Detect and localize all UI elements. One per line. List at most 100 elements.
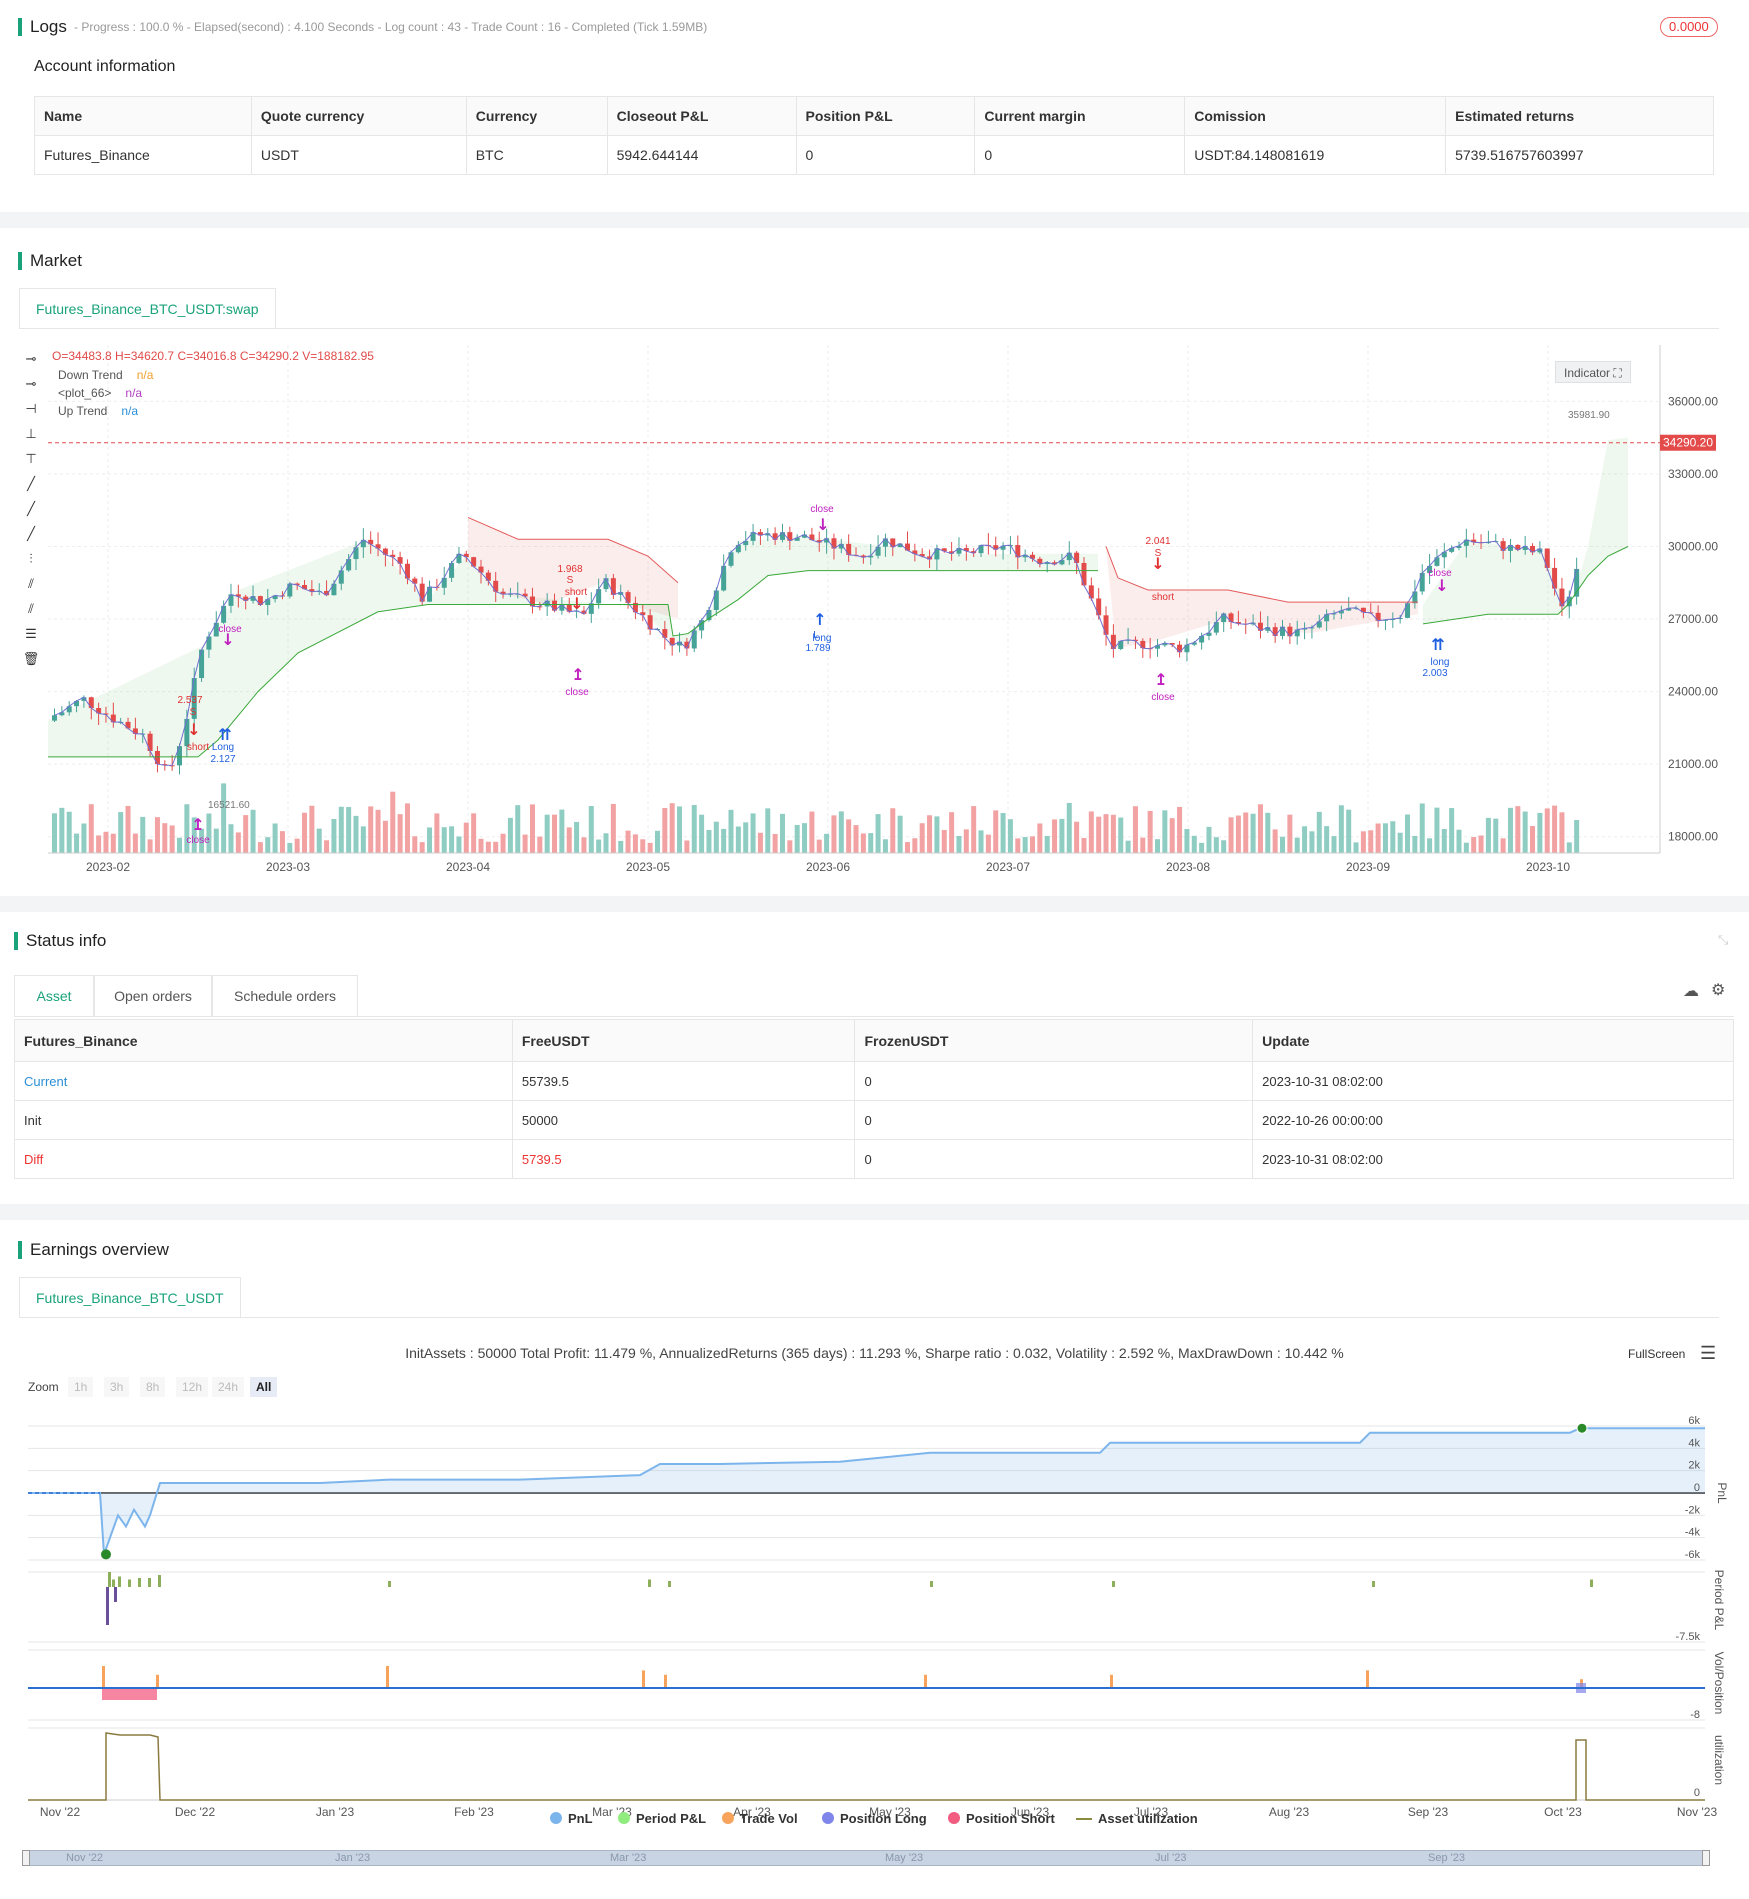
asset-cell: 2023-10-31 08:02:00 <box>1252 1061 1734 1101</box>
indicator-button[interactable]: Indicator ⛶ <box>1555 361 1631 383</box>
navigator-tick: Nov '22 <box>66 1852 103 1864</box>
earnings-chart[interactable]: 6k 4k 2k 0 -2k -4k -6k PnL -7.5k Period P&L -8 Vol/… <box>0 1408 1749 1868</box>
legend-position-short[interactable]: Position Short <box>948 1811 1055 1826</box>
candlestick-chart[interactable]: 2023-02 2023-03 2023-04 2023-05 2023-06 2023-… <box>48 345 1728 885</box>
zoom-all-button[interactable]: All <box>250 1377 278 1397</box>
period-axis-label: Period P&L <box>1712 1570 1726 1631</box>
legend-label: Period P&L <box>636 1811 707 1826</box>
status-tab-schedule-orders[interactable]: Schedule orders <box>212 975 358 1016</box>
account-cell-5: 0 <box>974 135 1186 175</box>
pnl-tick: -6k <box>1685 1549 1701 1561</box>
pnl-tick: -2k <box>1685 1504 1701 1516</box>
pnl-tick: 0 <box>1694 1482 1700 1494</box>
logs-title: Logs <box>18 17 67 36</box>
trade-marker-label: 2.127 <box>210 754 235 765</box>
earnings-x-tick: Dec '22 <box>175 1805 216 1819</box>
expand-icon: ⛶ <box>1613 366 1622 380</box>
parallel-channel-icon[interactable]: ⫽ <box>28 576 34 591</box>
account-header-5: Current margin <box>974 96 1186 136</box>
navigator-tick: Jan '23 <box>335 1852 371 1864</box>
levels-icon[interactable]: ☰ <box>25 626 37 641</box>
channel-icon[interactable]: ⫽ <box>28 601 34 616</box>
earnings-x-tick: Nov '23 <box>1677 1805 1718 1819</box>
zoom-24h-button[interactable]: 24h <box>212 1377 245 1397</box>
legend-item-2: Up Trend n/a <box>58 402 153 420</box>
asset-cell: Diff <box>14 1139 513 1179</box>
cross-line-icon[interactable]: ⊥ <box>25 426 37 441</box>
vertical-line-icon[interactable]: ⊣ <box>25 401 37 416</box>
navigator-handle-right[interactable] <box>1702 1850 1710 1866</box>
y-tick-label: 36000.00 <box>1668 394 1718 408</box>
logs-summary: - Progress : 100.0 % - Elapsed(second) :… <box>74 20 708 34</box>
collapse-icon[interactable]: ⤡ <box>1718 932 1729 947</box>
navigator-handle-left[interactable] <box>22 1850 30 1866</box>
x-tick-label: 2023-03 <box>266 860 310 874</box>
trade-arrow-icon: ↑ <box>813 610 826 629</box>
legend-asset-utilization[interactable]: Asset utilization <box>1076 1811 1198 1826</box>
menu-icon[interactable]: ☰ <box>1700 1343 1717 1363</box>
asset-cell: Current <box>14 1061 513 1101</box>
market-title: Market <box>18 251 82 270</box>
y-tick-label: 27000.00 <box>1668 612 1718 626</box>
status-tab-asset[interactable]: Asset <box>14 975 94 1016</box>
account-cell-1: USDT <box>250 135 467 175</box>
legend-label: PnL <box>568 1811 593 1826</box>
horizontal-ray-icon[interactable]: ⊸ <box>25 376 37 391</box>
earnings-x-tick: Sep '23 <box>1408 1805 1449 1819</box>
trade-arrow-icon: ⇈ <box>1431 635 1444 654</box>
price-line-icon[interactable]: ⊤ <box>25 451 37 466</box>
indicator-legend: Down Trend n/a <plot_66> n/a Up Trend n/a <box>58 366 153 420</box>
util-axis-label: utilization <box>1712 1735 1726 1785</box>
gear-icon[interactable]: ⚙ <box>1711 982 1726 999</box>
account-header-7: Estimated returns <box>1445 96 1714 136</box>
earnings-x-tick: Aug '23 <box>1269 1805 1310 1819</box>
asset-header-3: Update <box>1252 1019 1734 1062</box>
zoom-12h-button[interactable]: 12h <box>176 1377 209 1397</box>
trend-line-icon[interactable]: ╱ <box>27 476 35 491</box>
zoom-3h-button[interactable]: 3h <box>104 1377 130 1397</box>
trade-marker-label: close <box>186 835 210 846</box>
earnings-x-tick: May '23 <box>869 1805 911 1819</box>
fullscreen-button[interactable]: FullScreen <box>1628 1347 1686 1361</box>
horizontal-line-icon[interactable]: ⊸ <box>25 351 37 366</box>
navigator-tick: May '23 <box>885 1852 924 1864</box>
vol-axis-label: Vol/Position <box>1712 1652 1726 1715</box>
legend-value: n/a <box>121 404 139 418</box>
account-table: Name Quote currency Currency Closeout P&L Po… <box>34 96 1714 175</box>
status-title: Status info <box>13 931 107 950</box>
pnl-tick: 4k <box>1688 1437 1700 1449</box>
status-tab-open-orders[interactable]: Open orders <box>94 975 212 1016</box>
asset-cell: Init <box>14 1100 513 1140</box>
account-cell-0: Futures_Binance <box>34 135 252 175</box>
zoom-8h-button[interactable]: 8h <box>140 1377 166 1397</box>
cloud-icon[interactable]: ☁ <box>1683 983 1699 1000</box>
legend-label: Trade Vol <box>740 1811 798 1826</box>
trade-arrow-icon: ↥ <box>191 815 204 834</box>
table-row: Diff 5739.5 0 2023-10-31 08:02:00 <box>14 1139 1734 1179</box>
legend-label: Position Short <box>966 1811 1055 1826</box>
market-tab[interactable]: Futures_Binance_BTC_USDT:swap <box>19 288 276 329</box>
pnl-tick: 6k <box>1688 1415 1700 1427</box>
fib-icon[interactable]: ⫶ <box>29 551 33 566</box>
trade-arrow-icon: ↓ <box>221 630 234 649</box>
pnl-axis-label: PnL <box>1715 1482 1729 1504</box>
util-tick: 0 <box>1694 1787 1700 1799</box>
earnings-tab[interactable]: Futures_Binance_BTC_USDT <box>19 1277 241 1318</box>
legend-item-0: Down Trend n/a <box>58 366 153 384</box>
legend-position-long[interactable]: Position Long <box>822 1811 927 1826</box>
account-cell-4: 0 <box>795 135 976 175</box>
ray-icon[interactable]: ╱ <box>27 501 35 516</box>
legend-period-p-l[interactable]: Period P&L <box>618 1811 706 1826</box>
earnings-x-tick: Feb '23 <box>454 1805 494 1819</box>
legend-swatch <box>550 1812 562 1824</box>
asset-header-1: FreeUSDT <box>511 1019 856 1062</box>
trash-icon[interactable]: 🗑 <box>22 651 40 666</box>
extended-line-icon[interactable]: ╱ <box>27 526 35 541</box>
legend-item-1: <plot_66> n/a <box>58 384 153 402</box>
x-tick-label: 2023-06 <box>806 860 850 874</box>
trade-marker-label: L <box>813 630 819 641</box>
earnings-summary: InitAssets : 50000 Total Profit: 11.479 … <box>405 1345 1344 1361</box>
legend-trade-vol[interactable]: Trade Vol <box>722 1811 798 1826</box>
legend-pnl[interactable]: PnL <box>550 1811 593 1826</box>
zoom-1h-button[interactable]: 1h <box>68 1377 94 1397</box>
